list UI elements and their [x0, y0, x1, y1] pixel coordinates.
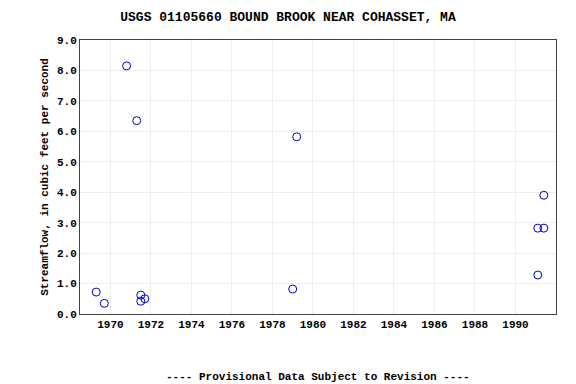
svg-text:5.0: 5.0 — [57, 157, 77, 169]
svg-text:---- Provisional Data Subject: ---- Provisional Data Subject to Revisio… — [166, 371, 470, 383]
svg-text:1984: 1984 — [381, 319, 408, 331]
svg-text:4.0: 4.0 — [57, 187, 77, 199]
svg-text:1990: 1990 — [502, 319, 528, 331]
svg-text:8.0: 8.0 — [57, 65, 77, 77]
svg-text:Streamflow, in cubic feet per: Streamflow, in cubic feet per second — [39, 58, 51, 296]
svg-text:1980: 1980 — [300, 319, 326, 331]
svg-text:1972: 1972 — [138, 319, 164, 331]
svg-text:1982: 1982 — [340, 319, 366, 331]
svg-text:1970: 1970 — [97, 319, 123, 331]
svg-text:1978: 1978 — [259, 319, 286, 331]
svg-text:USGS 01105660 BOUND BROOK NEAR: USGS 01105660 BOUND BROOK NEAR COHASSET,… — [120, 10, 456, 25]
svg-text:2.0: 2.0 — [57, 248, 77, 260]
svg-text:1976: 1976 — [219, 319, 245, 331]
svg-text:1986: 1986 — [421, 319, 447, 331]
svg-text:6.0: 6.0 — [57, 126, 77, 138]
svg-text:7.0: 7.0 — [57, 96, 77, 108]
svg-text:0.0: 0.0 — [57, 309, 77, 321]
svg-text:1.0: 1.0 — [57, 278, 77, 290]
svg-text:9.0: 9.0 — [57, 35, 77, 47]
svg-text:1988: 1988 — [462, 319, 489, 331]
svg-text:3.0: 3.0 — [57, 218, 77, 230]
svg-text:1974: 1974 — [178, 319, 205, 331]
